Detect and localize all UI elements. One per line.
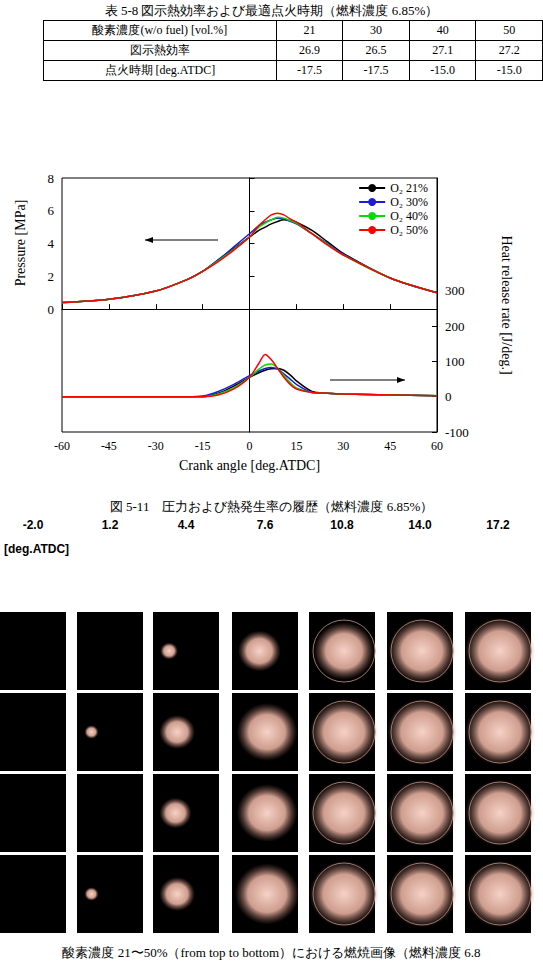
- svg-text:100: 100: [445, 354, 465, 369]
- html-text:27.2: 27.2: [498, 43, 520, 57]
- html-text:17.2: 17.2: [486, 518, 510, 532]
- html-text:-2.0: -2.0: [22, 518, 44, 532]
- svg-text:-15: -15: [195, 439, 211, 453]
- svg-text:-45: -45: [101, 439, 117, 453]
- svg-text:0: 0: [445, 389, 452, 404]
- svg-text:O₂ 30%: O₂ 30%: [390, 195, 428, 209]
- svg-text:8: 8: [48, 171, 55, 186]
- html-text:7.6: 7.6: [256, 518, 274, 532]
- html-text:26.5: 26.5: [365, 43, 387, 57]
- html-text:14.0: 14.0: [408, 518, 432, 532]
- svg-text:Crank angle [deg.ATDC]: Crank angle [deg.ATDC]: [179, 458, 320, 473]
- svg-text:O₂ 21%: O₂ 21%: [390, 181, 428, 195]
- svg-text:0: 0: [48, 302, 55, 317]
- html-text:4.4: 4.4: [177, 518, 195, 532]
- svg-text:0: 0: [247, 439, 253, 453]
- html-text:図示熱効率: 図示熱効率: [129, 43, 190, 57]
- html-text:27.1: 27.1: [432, 43, 454, 57]
- html-text:表 5-8 図示熱効率および最適点火時期（燃料濃度 6.85: 表 5-8 図示熱効率および最適点火時期（燃料濃度 6.85%）: [104, 3, 439, 18]
- html-text:-17.5: -17.5: [297, 63, 322, 77]
- html-text:40: 40: [436, 23, 449, 37]
- html-text:10.8: 10.8: [330, 518, 354, 532]
- html-text:-15.0: -15.0: [430, 63, 456, 77]
- svg-text:30: 30: [337, 439, 349, 453]
- html-text:酸素濃度 21〜50%（from top to bottom: 酸素濃度 21〜50%（from top to bottom）における燃焼画像（…: [62, 945, 481, 960]
- html-text:50: 50: [503, 23, 516, 37]
- svg-text:60: 60: [431, 439, 443, 453]
- svg-text:2: 2: [48, 269, 55, 284]
- svg-text:O₂ 50%: O₂ 50%: [390, 223, 428, 237]
- html-text:21: 21: [303, 23, 316, 37]
- svg-text:-30: -30: [148, 439, 164, 453]
- svg-text:15: 15: [290, 439, 302, 453]
- svg-text:O₂ 40%: O₂ 40%: [390, 209, 428, 223]
- svg-text:45: 45: [384, 439, 396, 453]
- html-text:[deg.ATDC]: [deg.ATDC]: [4, 542, 70, 556]
- html-text:-17.5: -17.5: [363, 63, 389, 77]
- svg-text:6: 6: [48, 203, 55, 218]
- html-text:26.9: 26.9: [299, 43, 320, 57]
- svg-text:Pressure [MPa]: Pressure [MPa]: [13, 200, 28, 287]
- svg-text:200: 200: [445, 319, 465, 334]
- svg-text:300: 300: [445, 283, 465, 298]
- svg-text:-60: -60: [54, 439, 70, 453]
- html-text:図 5-11 圧力および熱発生率の履歴（燃料濃度 6.85%: 図 5-11 圧力および熱発生率の履歴（燃料濃度 6.85%）: [109, 499, 434, 514]
- svg-text:-100: -100: [445, 425, 469, 440]
- html-text:酸素濃度(w/o fuel) [vol.%]: 酸素濃度(w/o fuel) [vol.%]: [92, 23, 228, 37]
- svg-text:Heat release rate [J/deg.]: Heat release rate [J/deg.]: [499, 235, 514, 374]
- html-text:点火時期 [deg.ATDC]: 点火時期 [deg.ATDC]: [104, 63, 216, 77]
- html-text:30: 30: [370, 23, 383, 37]
- svg-text:4: 4: [48, 236, 55, 251]
- html-text:-15.0: -15.0: [496, 63, 522, 77]
- html-text:1.2: 1.2: [101, 518, 119, 532]
